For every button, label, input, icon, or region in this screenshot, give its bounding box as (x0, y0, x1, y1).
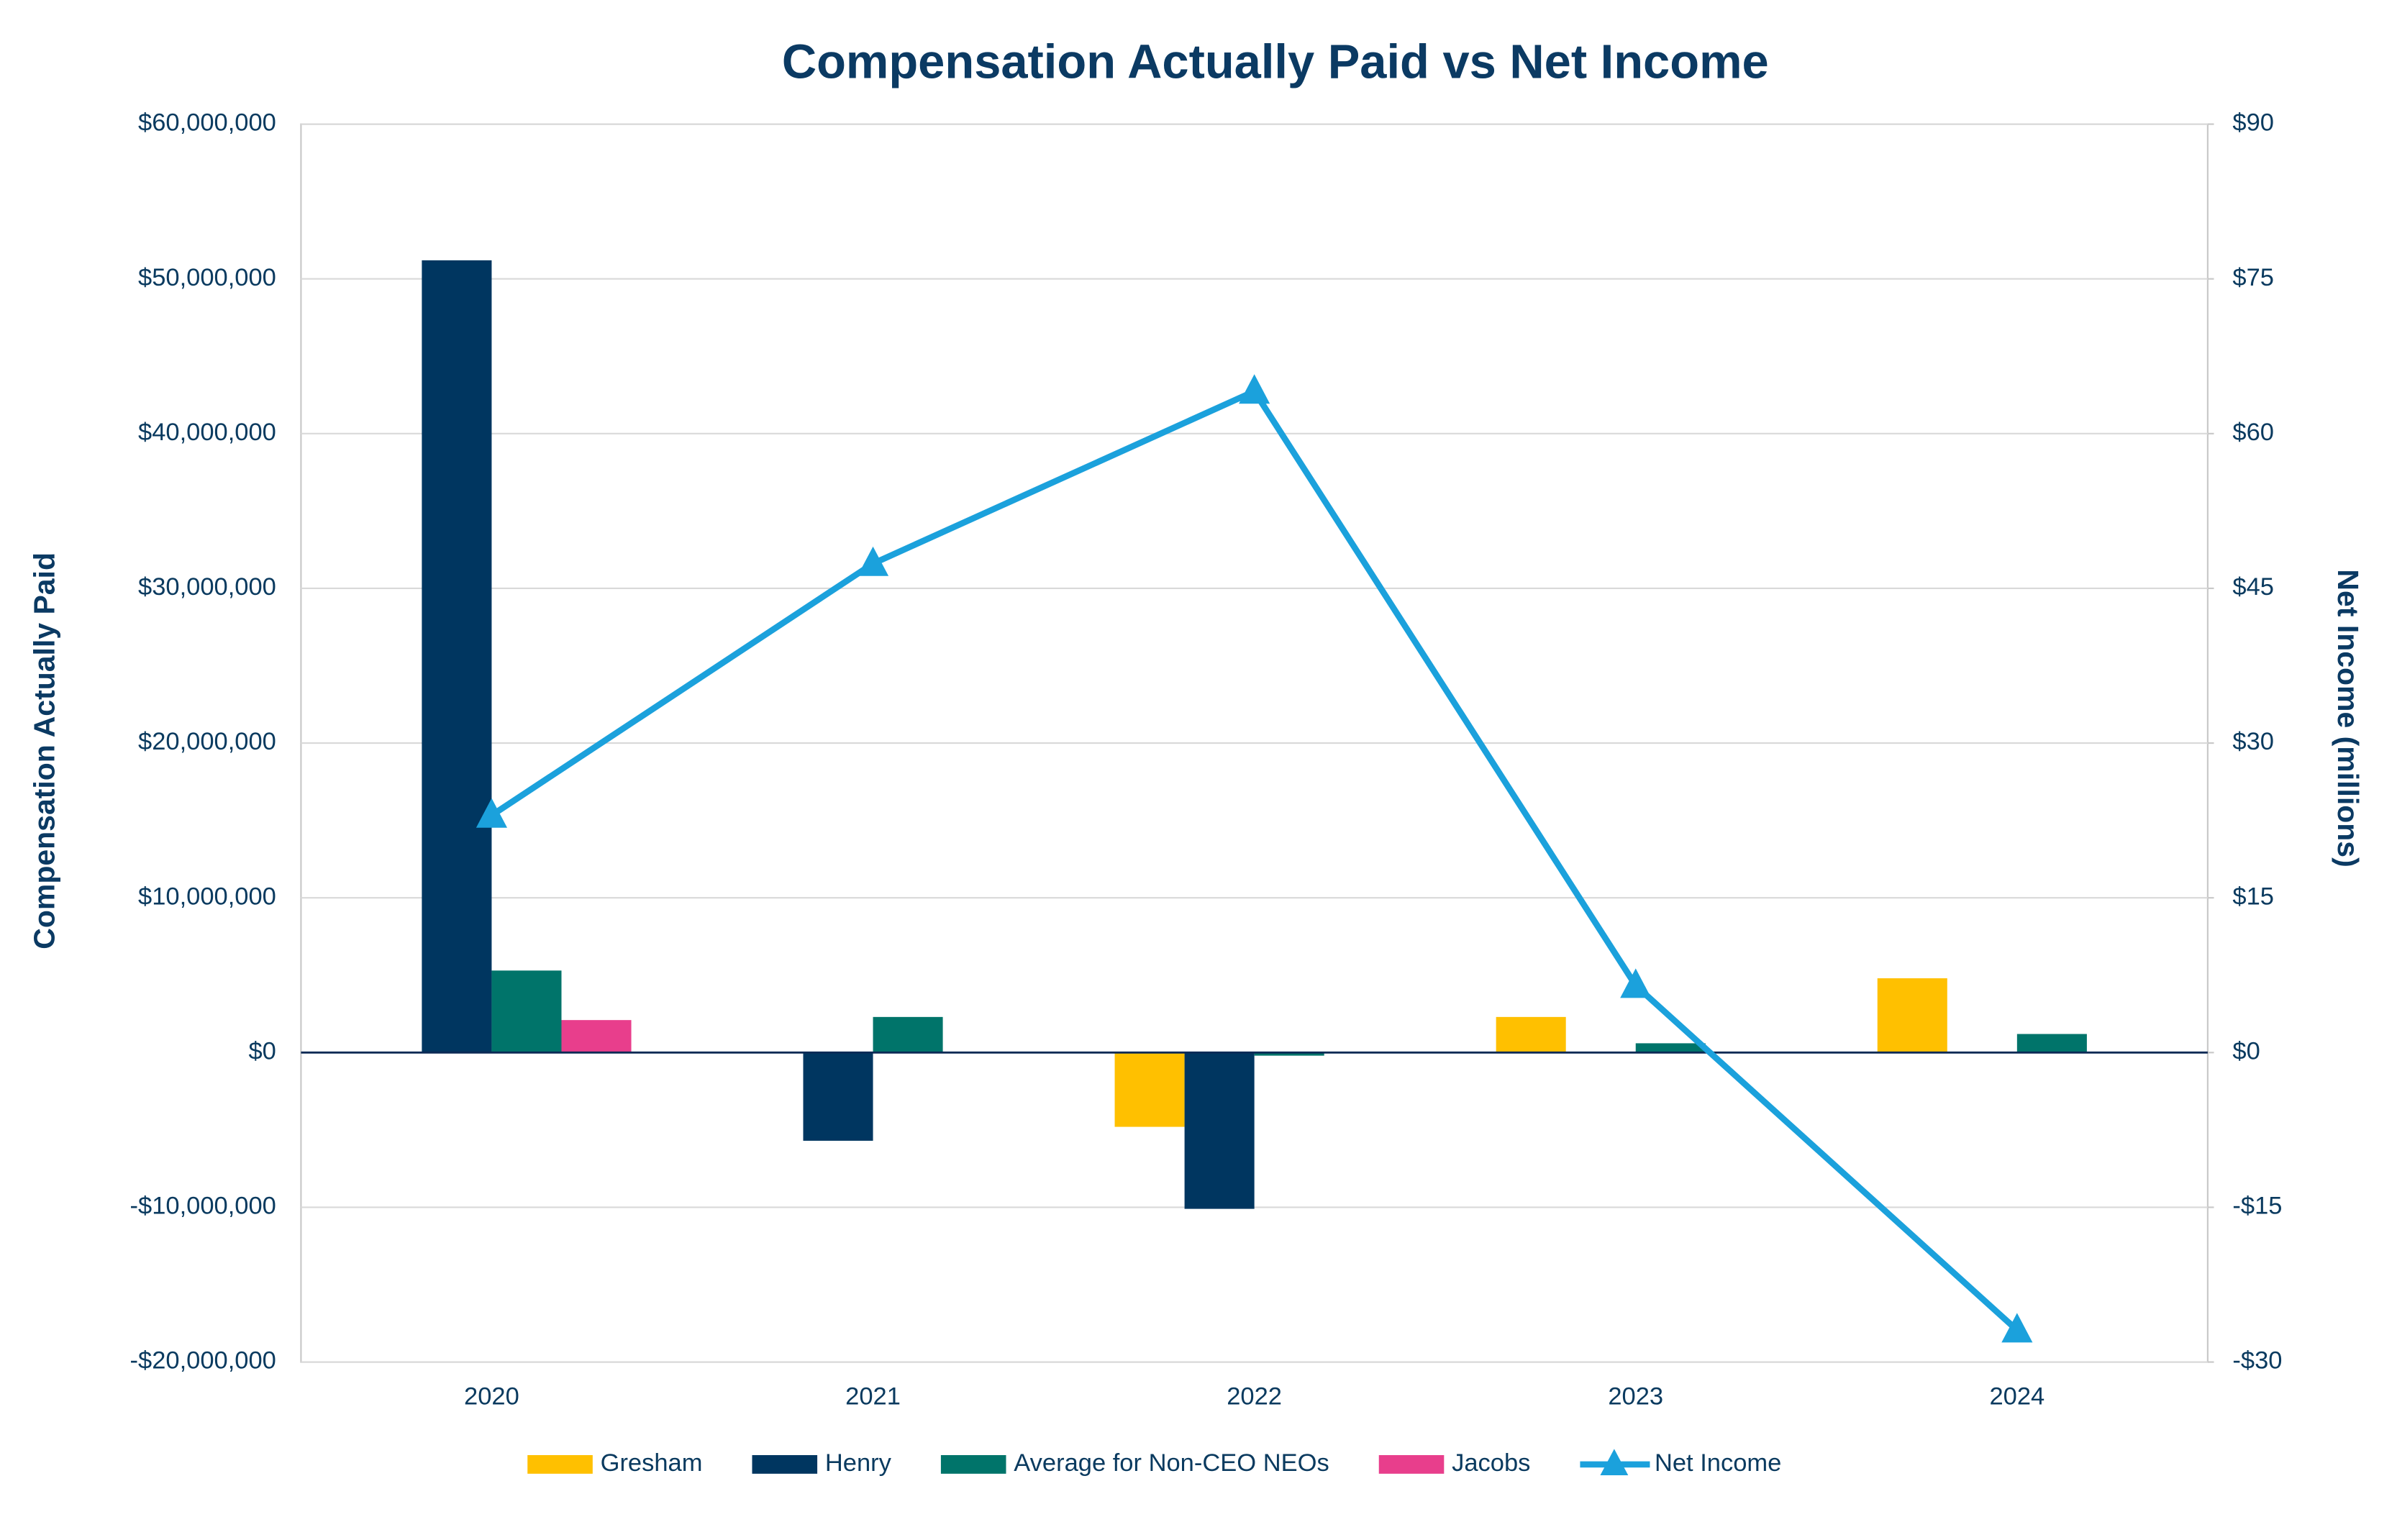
x-tick-label: 2022 (1227, 1382, 1282, 1410)
marker (1239, 374, 1270, 404)
y-tick-label: -$10,000,000 (130, 1193, 276, 1220)
bar (2016, 1034, 2087, 1053)
bar (491, 970, 562, 1053)
y-tick-label: $0 (249, 1037, 276, 1065)
y2-tick-label: $15 (2232, 883, 2274, 910)
x-tick-label: 2021 (845, 1382, 901, 1410)
legend-label: Jacobs (1452, 1449, 1530, 1477)
y2-tick-label: $30 (2232, 728, 2274, 755)
y-tick-label: $20,000,000 (138, 728, 276, 755)
bar (1114, 1052, 1185, 1127)
y-tick-label: $50,000,000 (138, 264, 276, 291)
y-tick-label: $60,000,000 (138, 109, 276, 137)
marker (2001, 1313, 2033, 1343)
marker (857, 546, 889, 576)
x-tick-label: 2020 (464, 1382, 519, 1410)
bar (803, 1052, 873, 1141)
legend-label: Average for Non-CEO NEOs (1014, 1449, 1329, 1477)
bar (1877, 978, 1947, 1053)
y2-tick-label: $90 (2232, 109, 2274, 137)
x-tick-label: 2024 (1989, 1382, 2044, 1410)
y2-tick-label: $60 (2232, 419, 2274, 446)
y2-tick-label: -$30 (2232, 1347, 2282, 1375)
y-axis-title: Compensation Actually Paid (28, 552, 61, 949)
bar (1254, 1052, 1324, 1056)
y2-tick-label: $0 (2232, 1037, 2260, 1065)
bar (1635, 1043, 1706, 1053)
y2-axis-title: Net Income (millions) (2332, 569, 2365, 867)
legend-swatch (1378, 1454, 1445, 1474)
marker (476, 798, 508, 828)
legend-swatch (527, 1454, 593, 1474)
bar (1184, 1052, 1255, 1209)
y-tick-label: $40,000,000 (138, 419, 276, 446)
y2-tick-label: $45 (2232, 573, 2274, 601)
chart-title: Compensation Actually Paid vs Net Income (782, 35, 1769, 88)
y-tick-label: -$20,000,000 (130, 1347, 276, 1375)
bar (1496, 1016, 1566, 1053)
bar (561, 1020, 632, 1053)
legend-label: Henry (825, 1449, 892, 1477)
legend-label: Net Income (1655, 1449, 1781, 1477)
x-tick-label: 2023 (1608, 1382, 1663, 1410)
y2-tick-label: -$15 (2232, 1193, 2282, 1220)
marker (1620, 968, 1652, 998)
legend-swatch (940, 1454, 1006, 1474)
legend-label: Gresham (601, 1449, 703, 1477)
y-tick-label: $30,000,000 (138, 573, 276, 601)
legend-swatch (1600, 1449, 1629, 1476)
y2-tick-label: $75 (2232, 264, 2274, 291)
legend-swatch (752, 1454, 818, 1474)
y-tick-label: $10,000,000 (138, 883, 276, 910)
bar (873, 1016, 943, 1053)
bar (422, 260, 492, 1053)
